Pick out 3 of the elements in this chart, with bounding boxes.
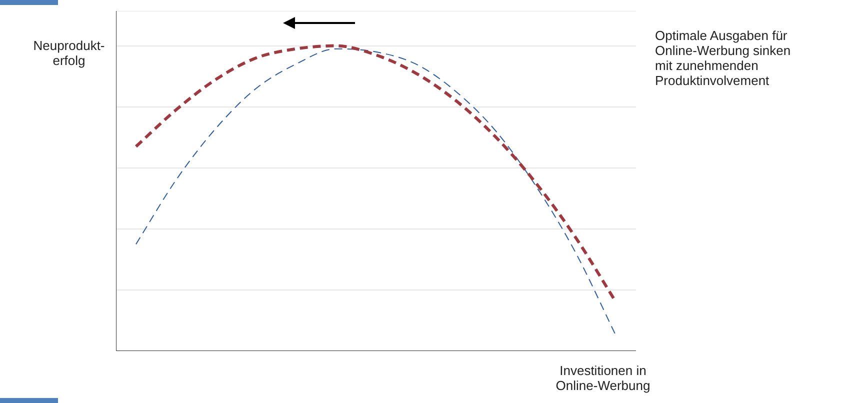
y-axis-title: Neuprodukt-erfolg bbox=[32, 38, 106, 68]
x-axis-title: Investitionen in Online-Werbung bbox=[554, 363, 652, 393]
text: Optimale Ausgaben für Online-Werbung sinken mit zunehmenden Produktinvolvement bbox=[655, 28, 792, 88]
